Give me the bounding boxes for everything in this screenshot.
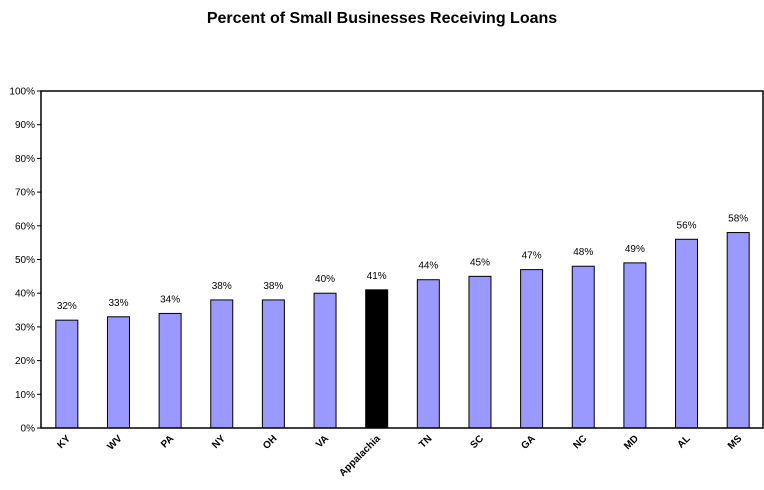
bar	[571, 265, 595, 429]
x-tick-label: TN	[417, 433, 434, 450]
y-tick-label: 20%	[15, 356, 35, 367]
data-label: 45%	[470, 257, 490, 268]
x-tick-label: MS	[726, 433, 745, 452]
y-tick-label: 40%	[15, 289, 35, 300]
x-tick-label: SC	[468, 433, 486, 451]
x-tick-label: VA	[314, 433, 331, 450]
y-tick-label: 0%	[21, 424, 36, 435]
bar	[210, 299, 234, 429]
chart-title: Percent of Small Businesses Receiving Lo…	[206, 10, 558, 27]
data-label: 44%	[418, 261, 438, 272]
data-label: 47%	[522, 251, 542, 262]
data-label: 32%	[57, 301, 77, 312]
x-tick-label: AL	[675, 433, 692, 450]
bar	[520, 269, 544, 429]
bar	[55, 319, 79, 429]
x-tick-label: NY	[210, 433, 228, 451]
y-tick-label: 30%	[15, 322, 35, 333]
y-tick-label: 50%	[15, 255, 35, 266]
y-tick-label: 80%	[15, 154, 35, 165]
data-label: 49%	[625, 244, 645, 255]
data-label: 34%	[160, 294, 180, 305]
y-tick-label: 60%	[15, 221, 35, 232]
y-tick-label: 70%	[15, 188, 35, 199]
bar	[726, 232, 750, 429]
x-tick-label: PA	[159, 433, 176, 450]
bar	[261, 299, 285, 429]
x-tick-label: WV	[105, 433, 124, 452]
bar	[313, 292, 337, 429]
x-tick-label: OH	[261, 433, 279, 451]
data-label: 48%	[573, 247, 593, 258]
x-tick-label: KY	[55, 433, 73, 451]
data-label: 40%	[315, 274, 335, 285]
y-tick-label: 100%	[9, 87, 35, 98]
data-label: 33%	[108, 298, 128, 309]
bar	[365, 289, 389, 429]
bar	[158, 312, 182, 429]
data-label: 56%	[677, 220, 697, 231]
data-label: 38%	[212, 281, 232, 292]
bar	[106, 316, 130, 429]
data-label: 58%	[728, 214, 748, 225]
y-tick-label: 10%	[15, 390, 35, 401]
x-tick-label: GA	[519, 433, 537, 451]
x-tick-label: Appalachia	[337, 433, 383, 479]
bar	[416, 279, 440, 429]
bar	[468, 275, 492, 429]
plot-area	[40, 90, 764, 429]
data-label: 38%	[263, 281, 283, 292]
y-tick-label: 90%	[15, 120, 35, 131]
bar	[623, 262, 647, 429]
x-tick-label: NC	[571, 433, 589, 451]
x-tick-label: MD	[622, 433, 641, 452]
bar	[675, 238, 699, 429]
data-label: 41%	[367, 271, 387, 282]
